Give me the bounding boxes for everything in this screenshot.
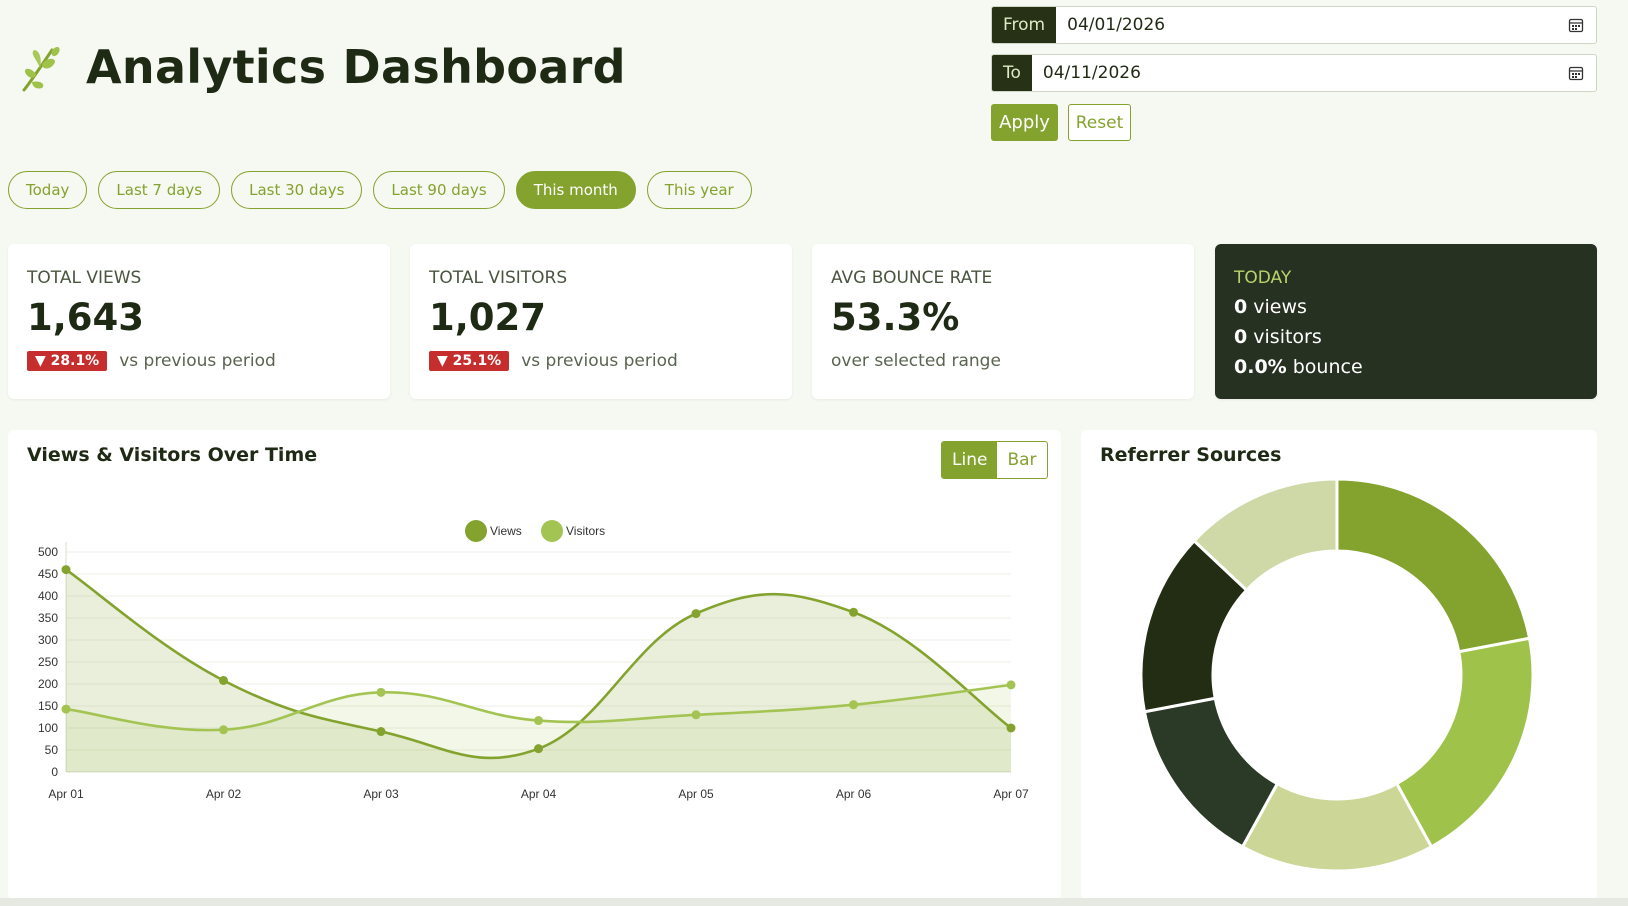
x-tick-label: Apr 04 — [521, 787, 557, 801]
total-views-delta-text: vs previous period — [119, 351, 276, 371]
legend-swatch-views — [465, 520, 487, 542]
from-date-input[interactable]: 04/01/2026 — [1067, 15, 1166, 35]
avg-bounce-label: AVG BOUNCE RATE — [831, 268, 993, 288]
today-views: 0 views — [1234, 296, 1307, 318]
y-tick-label: 100 — [38, 721, 58, 735]
range-today-button[interactable]: Today — [8, 171, 88, 209]
data-point-visitors — [849, 700, 858, 710]
total-views-delta-badge: ▼ 28.1% — [27, 351, 108, 371]
range-last-30-days-button[interactable]: Last 30 days — [231, 171, 363, 209]
total-visitors-delta-text: vs previous period — [521, 351, 678, 371]
data-point-visitors — [691, 710, 701, 720]
x-tick-label: Apr 03 — [363, 787, 399, 801]
referrer-donut-chart — [1139, 477, 1535, 873]
total-visitors-value: 1,027 — [429, 296, 547, 339]
bar-toggle-button[interactable]: Bar — [1007, 450, 1037, 470]
data-point-visitors — [534, 716, 543, 726]
views-visitors-line-chart: 0 50 100 150 200 250 300 350 400 450 500 Apr 01 Apr … — [38, 520, 1029, 801]
total-visitors-delta-badge: ▼ 25.1% — [429, 351, 510, 371]
series-area-visitors — [66, 684, 1011, 772]
y-tick-label: 500 — [38, 545, 58, 559]
page-header: Analytics Dashboard — [18, 40, 626, 94]
line-toggle-button[interactable]: Line — [942, 442, 998, 478]
y-tick-label: 0 — [51, 765, 58, 779]
x-tick-label: Apr 06 — [836, 787, 872, 801]
donut-slice — [1335, 477, 1532, 654]
apply-button[interactable]: Apply — [991, 104, 1058, 141]
to-label: To — [992, 55, 1032, 91]
total-views-card: TOTAL VIEWS 1,643 ▼ 28.1% vs previous pe… — [8, 244, 390, 399]
page-title: Analytics Dashboard — [86, 40, 626, 94]
timeseries-panel: Views & Visitors Over Time Line Bar 0 50 1… — [8, 430, 1061, 900]
leaf-sprig-icon — [22, 47, 60, 92]
data-point-views — [691, 609, 701, 619]
today-visitors: 0 visitors — [1234, 326, 1322, 348]
avg-bounce-sub: over selected range — [831, 351, 1001, 371]
range-this-month-button[interactable]: This month — [515, 171, 636, 209]
avg-bounce-card: AVG BOUNCE RATE 53.3% over selected rang… — [812, 244, 1194, 399]
today-card: TODAY 0 views 0 visitors 0.0% bounce — [1215, 244, 1597, 399]
x-tick-label: Apr 02 — [206, 787, 242, 801]
data-point-visitors — [61, 704, 71, 714]
horizontal-scrollbar[interactable] — [0, 898, 1628, 906]
data-point-views — [849, 607, 858, 617]
series-area-views — [66, 569, 1011, 772]
data-point-visitors — [376, 687, 386, 697]
donut-slice — [1394, 636, 1535, 849]
total-views-value: 1,643 — [27, 296, 145, 339]
data-point-views — [61, 565, 71, 575]
x-tick-label: Apr 05 — [678, 787, 714, 801]
y-tick-label: 250 — [38, 655, 58, 669]
calendar-icon[interactable] — [1556, 55, 1596, 91]
x-tick-label: Apr 07 — [993, 787, 1029, 801]
donut-slice — [1192, 477, 1339, 593]
y-tick-label: 400 — [38, 589, 58, 603]
data-point-visitors — [219, 725, 228, 735]
avg-bounce-value: 53.3% — [831, 296, 960, 339]
today-label: TODAY — [1234, 268, 1292, 288]
data-point-views — [376, 727, 386, 737]
chart-type-toggle: Line Bar — [941, 441, 1048, 479]
data-point-views — [219, 675, 228, 685]
total-visitors-label: TOTAL VISITORS — [429, 268, 568, 288]
range-last-7-days-button[interactable]: Last 7 days — [98, 171, 221, 209]
legend-label-visitors: Visitors — [566, 524, 605, 538]
total-visitors-card: TOTAL VISITORS 1,027 ▼ 25.1% vs previous… — [410, 244, 792, 399]
range-this-year-button[interactable]: This year — [646, 171, 752, 209]
y-tick-label: 350 — [38, 611, 58, 625]
from-label: From — [992, 7, 1057, 43]
y-tick-label: 150 — [38, 699, 58, 713]
legend-swatch-visitors — [541, 520, 563, 542]
legend-label-views: Views — [490, 524, 522, 538]
x-tick-label: Apr 01 — [48, 787, 84, 801]
calendar-icon[interactable] — [1556, 7, 1596, 43]
from-date-field[interactable]: From 04/01/2026 — [991, 6, 1597, 44]
today-bounce: 0.0% bounce — [1234, 356, 1363, 378]
to-date-field[interactable]: To 04/11/2026 — [991, 54, 1597, 92]
total-views-label: TOTAL VIEWS — [27, 268, 142, 288]
quick-range-bar: Today Last 7 days Last 30 days Last 90 d… — [8, 171, 763, 209]
y-tick-label: 300 — [38, 633, 58, 647]
y-tick-label: 50 — [45, 743, 59, 757]
range-last-90-days-button[interactable]: Last 90 days — [373, 171, 505, 209]
referrer-panel: Referrer Sources — [1081, 430, 1597, 900]
data-point-visitors — [1006, 680, 1016, 690]
referrer-title: Referrer Sources — [1100, 444, 1282, 466]
data-point-views — [1006, 723, 1016, 733]
to-date-input[interactable]: 04/11/2026 — [1042, 63, 1141, 83]
data-point-views — [534, 744, 543, 754]
y-tick-label: 450 — [38, 567, 58, 581]
reset-button[interactable]: Reset — [1068, 104, 1131, 141]
y-tick-label: 200 — [38, 677, 58, 691]
timeseries-title: Views & Visitors Over Time — [27, 444, 318, 466]
